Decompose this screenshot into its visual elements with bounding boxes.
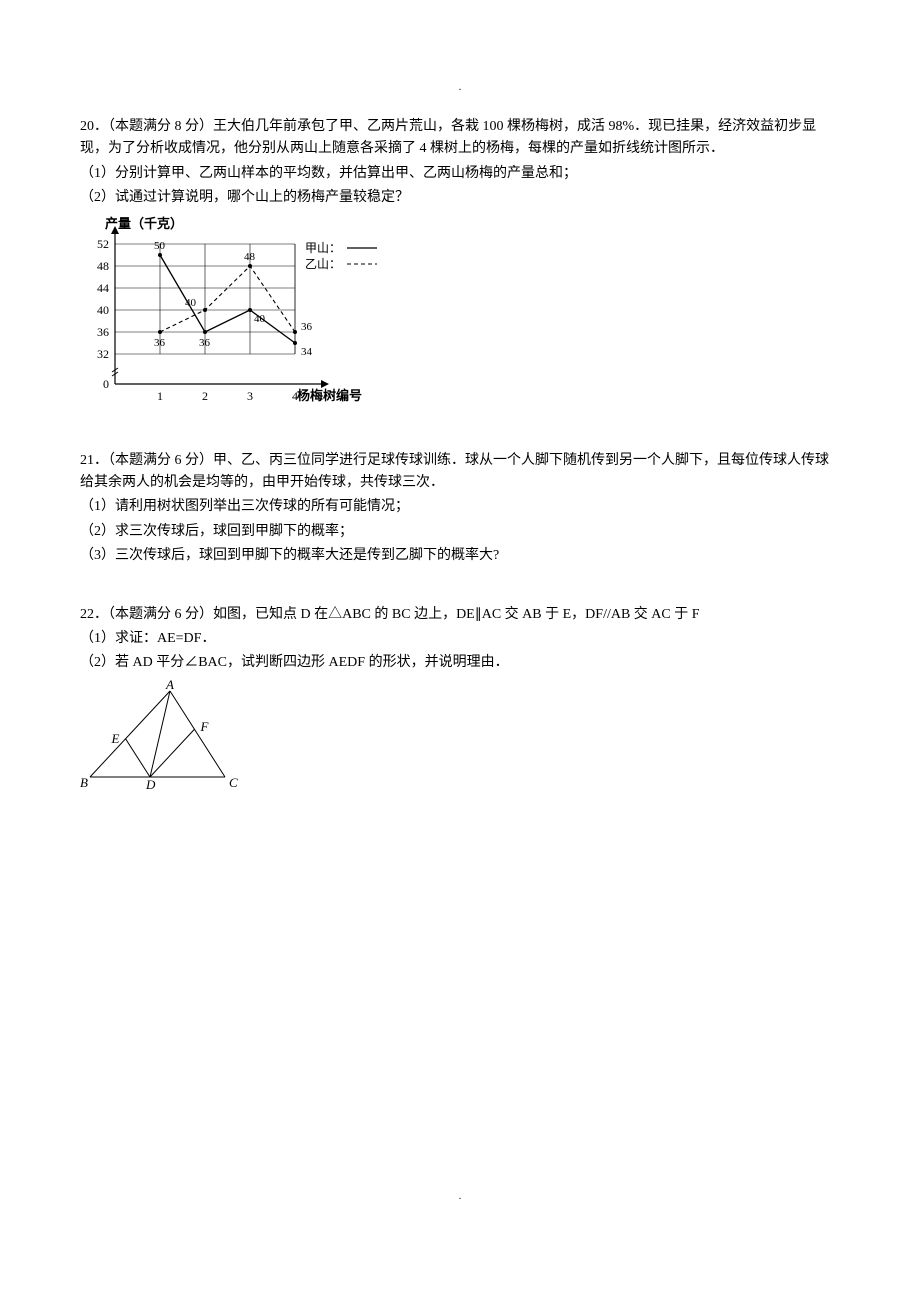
svg-text:52: 52 [97,237,109,251]
svg-text:34: 34 [301,346,313,358]
q22-figure: A B C D E F [80,679,240,789]
q20-part1: （1）分别计算甲、乙两山样本的平均数，并估算出甲、乙两山杨梅的产量总和； [80,163,840,185]
svg-text:40: 40 [254,313,266,325]
svg-text:36: 36 [199,337,211,349]
svg-text:40: 40 [97,303,109,317]
svg-text:36: 36 [154,337,166,349]
svg-text:E: E [111,730,120,745]
svg-text:50: 50 [154,240,166,252]
svg-text:40: 40 [185,297,197,309]
svg-text:B: B [80,775,88,789]
problem-22: 22．（本题满分 6 分）如图，已知点 D 在△ABC 的 BC 边上，DE∥A… [80,604,840,789]
svg-text:36: 36 [301,321,313,333]
q20-chart: 产量（千克） 0 32 36 40 44 48 52 1 2 34 杨梅树编号 甲山： 乙山： 50 36 36… [80,214,400,414]
q20-part2: （2）试通过计算说明，哪个山上的杨梅产量较稳定？ [80,187,840,209]
q20-header: 20．（本题满分 8 分）王大伯几年前承包了甲、乙两片荒山，各栽 100 棵杨梅… [80,116,840,161]
q22-part1: （1）求证：AE=DF． [80,628,840,650]
svg-text:48: 48 [244,251,256,263]
svg-text:44: 44 [97,281,109,295]
svg-text:杨梅树编号: 杨梅树编号 [297,388,362,403]
q22-header: 22．（本题满分 6 分）如图，已知点 D 在△ABC 的 BC 边上，DE∥A… [80,604,840,626]
q21-part2: （2）求三次传球后，球回到甲脚下的概率； [80,521,840,543]
q22-part2: （2）若 AD 平分∠BAC，试判断四边形 AEDF 的形状，并说明理由． [80,652,840,674]
svg-text:36: 36 [97,325,109,339]
svg-text:D: D [145,777,156,789]
svg-text:48: 48 [97,259,109,273]
svg-text:乙山：: 乙山： [305,257,341,271]
svg-text:2: 2 [202,389,208,403]
q21-part3: （3）三次传球后，球回到甲脚下的概率大还是传到乙脚下的概率大? [80,545,840,567]
q21-part1: （1）请利用树状图列举出三次传球的所有可能情况； [80,496,840,518]
problem-21: 21．（本题满分 6 分）甲、乙、丙三位同学进行足球传球训练．球从一个人脚下随机… [80,450,840,568]
page-header-dot: . [80,80,840,96]
svg-text:0: 0 [103,377,109,391]
svg-text:C: C [229,775,238,789]
svg-text:甲山：: 甲山： [305,241,341,255]
svg-text:A: A [165,679,174,692]
q21-header: 21．（本题满分 6 分）甲、乙、丙三位同学进行足球传球训练．球从一个人脚下随机… [80,450,840,495]
svg-text:产量（千克）: 产量（千克） [105,216,183,231]
svg-text:1: 1 [157,389,163,403]
svg-text:32: 32 [97,347,109,361]
svg-text:3: 3 [247,389,253,403]
svg-text:F: F [199,719,209,734]
problem-20: 20．（本题满分 8 分）王大伯几年前承包了甲、乙两片荒山，各栽 100 棵杨梅… [80,116,840,414]
page-footer-dot: . [80,1189,840,1205]
